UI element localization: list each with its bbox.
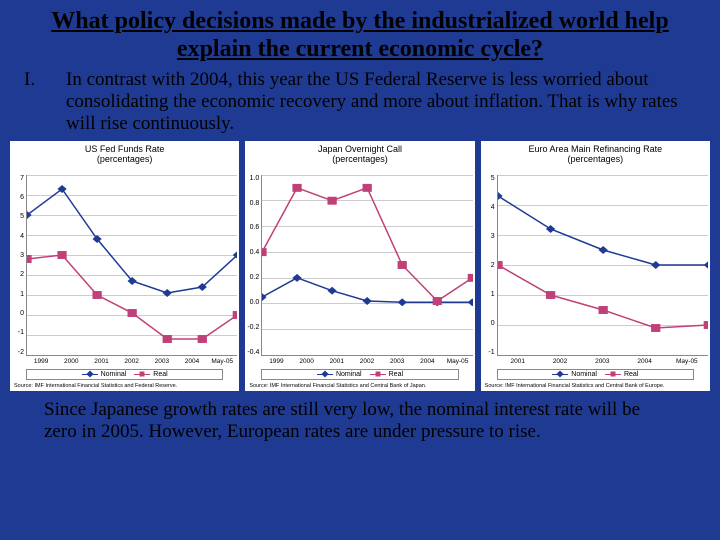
x-axis: 199920002001200220032004May-05	[247, 356, 472, 367]
plot-area	[261, 175, 472, 356]
legend: NominalReal	[26, 369, 223, 380]
bullet-number: I.	[24, 69, 66, 135]
y-axis: 76543210-1-2	[12, 175, 26, 356]
source-text: Source: IMF International Financial Stat…	[483, 382, 708, 389]
chart-title: Japan Overnight Call(percentages)	[247, 145, 472, 175]
chart-title: Euro Area Main Refinancing Rate(percenta…	[483, 145, 708, 175]
plot-area	[497, 175, 708, 356]
chart-euro: Euro Area Main Refinancing Rate(percenta…	[481, 141, 710, 391]
bullet-point: I. In contrast with 2004, this year the …	[0, 67, 720, 141]
chart-us: US Fed Funds Rate(percentages)76543210-1…	[10, 141, 239, 391]
slide-title: What policy decisions made by the indust…	[0, 0, 720, 67]
source-text: Source: IMF International Financial Stat…	[247, 382, 472, 389]
source-text: Source: IMF International Financial Stat…	[12, 382, 237, 389]
legend: NominalReal	[497, 369, 694, 380]
charts-row: US Fed Funds Rate(percentages)76543210-1…	[0, 141, 720, 391]
x-axis: 199920002001200220032004May-05	[12, 356, 237, 367]
plot-area	[26, 175, 237, 356]
closing-text: Since Japanese growth rates are still ve…	[0, 391, 720, 443]
x-axis: 2001200220032004May-05	[483, 356, 708, 367]
chart-japan: Japan Overnight Call(percentages)1.00.80…	[245, 141, 474, 391]
chart-title: US Fed Funds Rate(percentages)	[12, 145, 237, 175]
bullet-text: In contrast with 2004, this year the US …	[66, 69, 696, 135]
y-axis: 543210-1	[483, 175, 497, 356]
y-axis: 1.00.80.60.40.20.0-0.2-0.4	[247, 175, 261, 356]
legend: NominalReal	[261, 369, 458, 380]
